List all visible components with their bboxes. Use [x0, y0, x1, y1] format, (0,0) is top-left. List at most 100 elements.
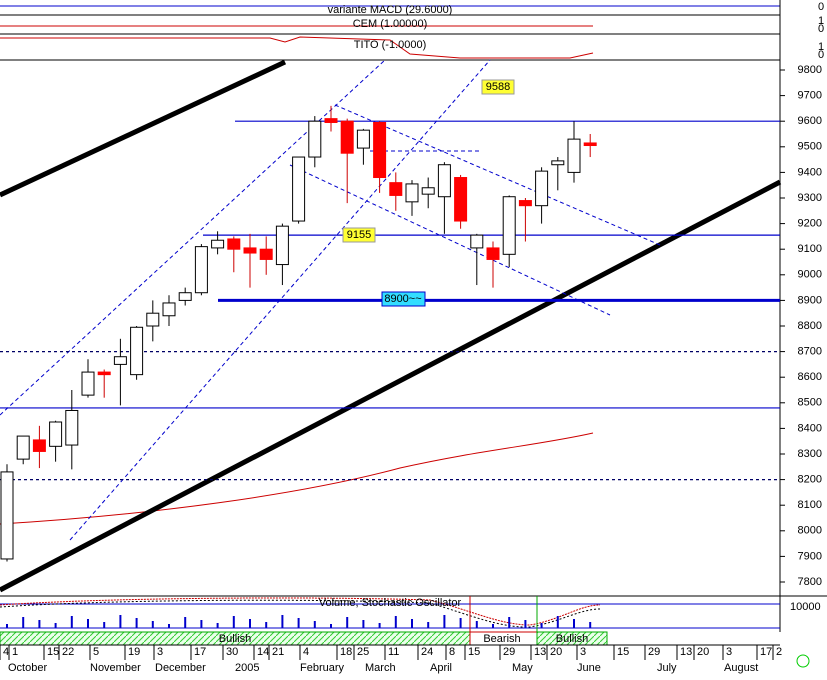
panel-tick: 1	[818, 15, 824, 27]
x-day-label: 8	[449, 646, 455, 658]
candle-body	[275, 225, 289, 266]
panel-tick: 0	[818, 23, 824, 35]
trendline	[0, 59, 287, 198]
x-month-label: August	[724, 662, 758, 674]
x-day-label: 5	[93, 646, 99, 658]
x-day-label: 15	[617, 646, 629, 658]
moving-average	[0, 432, 594, 525]
annotation: 9588	[486, 81, 510, 93]
candle-body	[356, 129, 370, 149]
x-month-label: May	[512, 662, 533, 674]
x-day-label: 17	[194, 646, 206, 658]
x-day-label: 24	[421, 646, 433, 658]
candle-body	[49, 421, 63, 447]
candle-body	[162, 302, 176, 317]
x-day-label: 18	[340, 646, 352, 658]
x-day-label: 11	[388, 646, 399, 658]
candle-body	[373, 121, 387, 179]
panel-label: CEM (1.00000)	[353, 18, 428, 30]
x-month-label: February	[300, 662, 345, 674]
candle-body	[32, 439, 46, 452]
y-tick-label: 9500	[798, 141, 822, 153]
signal: Bullish	[219, 633, 251, 645]
y-tick-label: 8200	[798, 474, 822, 486]
y-tick-label: 8800	[798, 320, 822, 332]
x-month-label: June	[577, 662, 601, 674]
trendline	[0, 179, 782, 593]
candle-body	[340, 120, 354, 154]
candle-body	[486, 247, 500, 260]
x-month-label: April	[430, 662, 452, 674]
indicator-title: Volume, Stochastic Oscillator	[319, 597, 462, 609]
candle-body	[227, 238, 241, 250]
y-tick-label: 9700	[798, 90, 822, 102]
candle-body	[292, 156, 306, 222]
y-tick-label: 9800	[798, 64, 822, 76]
status-icon[interactable]	[796, 654, 810, 668]
y-tick-label: 8700	[798, 346, 822, 358]
candle-body	[65, 409, 79, 446]
x-day-label: 13	[680, 646, 692, 658]
annotations: 9588 9155 8900~~	[342, 79, 515, 307]
y-tick-label: 9200	[798, 218, 822, 230]
x-day-label: 22	[62, 646, 74, 658]
candle-body	[113, 356, 127, 365]
annotation: 8900~~	[384, 293, 421, 305]
candle-body	[567, 138, 581, 173]
indicator-panel: Volume, Stochastic Oscillator 10000 Bull…	[0, 595, 827, 646]
x-day-label: 25	[357, 646, 369, 658]
candle-body	[194, 246, 208, 294]
x-month-label: November	[90, 662, 141, 674]
top-panels: variante MACD (29.6000) CEM (1.00000) TI…	[0, 1, 824, 61]
x-day-label: 4	[303, 646, 309, 658]
candle-body	[437, 164, 451, 198]
panel-tick: 0	[818, 49, 824, 61]
x-day-label: 20	[550, 646, 562, 658]
y-tick-label: 7800	[798, 576, 822, 588]
x-day-label: 4	[3, 646, 9, 658]
signal: Bearish	[483, 633, 520, 645]
candle-body	[130, 326, 144, 376]
x-day-label: 1	[12, 646, 18, 658]
y-tick-label: 8300	[798, 448, 822, 460]
x-day-label: 29	[648, 646, 660, 658]
y-tick-label: 9600	[798, 115, 822, 127]
y-tick-label: 8400	[798, 422, 822, 434]
candle-body	[259, 248, 273, 260]
y-tick-label: 8000	[798, 525, 822, 537]
panel-label: variante MACD (29.6000)	[328, 4, 453, 16]
candle-body	[389, 182, 403, 196]
x-day-label: 2	[776, 646, 782, 658]
y-tick-label: 8600	[798, 371, 822, 383]
x-day-label: 19	[128, 646, 140, 658]
x-day-label: 3	[580, 646, 586, 658]
candle-body	[454, 177, 468, 222]
panel-tick: 0	[818, 1, 824, 13]
x-month-label: October	[8, 662, 47, 674]
x-month-label: March	[365, 662, 396, 674]
x-day-label: 15	[468, 646, 480, 658]
candle-body	[535, 170, 549, 207]
x-month-label: July	[657, 662, 677, 674]
x-day-label: 17	[760, 646, 772, 658]
x-month-label: December	[155, 662, 206, 674]
x-day-label: 13	[534, 646, 546, 658]
y-tick-label: 9100	[798, 243, 822, 255]
x-day-label: 15	[47, 646, 59, 658]
panel-label: TITO (-1.0000)	[354, 39, 427, 51]
candle-body	[583, 142, 597, 147]
x-day-label: 14	[257, 646, 269, 658]
x-day-label: 20	[697, 646, 709, 658]
x-day-label: 29	[503, 646, 515, 658]
x-day-label: 3	[157, 646, 163, 658]
x-day-label: 21	[272, 646, 284, 658]
candle-body	[470, 234, 484, 249]
x-day-label: 30	[226, 646, 238, 658]
y-tick-label: 8500	[798, 397, 822, 409]
candle-body	[178, 292, 192, 301]
signal: Bullish	[556, 633, 588, 645]
x-day-label: 3	[726, 646, 732, 658]
candle-body	[308, 120, 322, 158]
y-tick-label: 8100	[798, 499, 822, 511]
